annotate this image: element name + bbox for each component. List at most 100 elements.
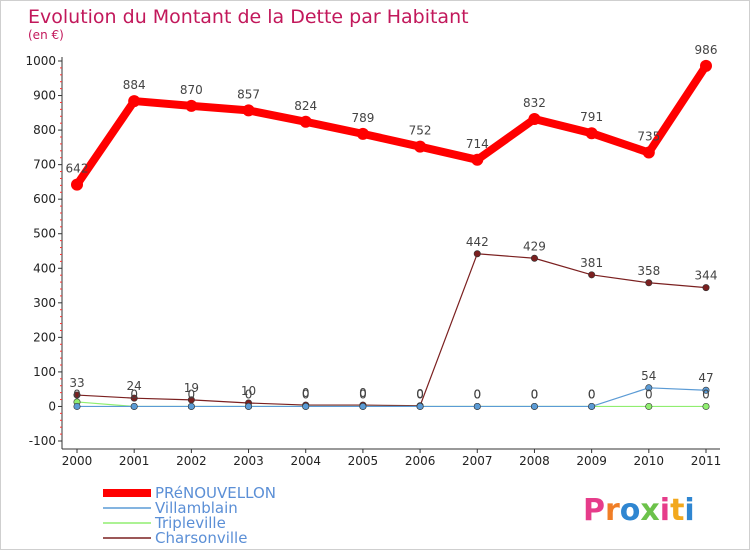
chart-subtitle: (en €)	[28, 28, 64, 42]
legend-label: Tripleville	[154, 514, 226, 532]
data-point	[585, 127, 598, 140]
data-label: 0	[588, 387, 596, 401]
data-label: 0	[245, 387, 253, 401]
data-label: 0	[645, 387, 653, 401]
data-point	[414, 140, 427, 153]
data-point	[645, 402, 653, 410]
data-label: 0	[73, 387, 81, 401]
y-tick-label: 800	[33, 123, 56, 137]
data-label: 0	[702, 387, 710, 401]
series-line-villamblain	[76, 387, 707, 408]
data-label: 642	[66, 162, 89, 176]
y-tick-label: 300	[33, 296, 56, 310]
data-point	[528, 113, 541, 126]
y-tick-label: 900	[33, 89, 56, 103]
data-label: 24	[127, 379, 142, 393]
y-tick-label: 0	[48, 399, 56, 413]
data-point	[245, 402, 253, 410]
data-label: 19	[184, 381, 199, 395]
data-label: 47	[698, 371, 713, 385]
y-tick-label: 200	[33, 330, 56, 344]
data-point	[473, 402, 481, 410]
series-layer	[71, 59, 712, 410]
y-tick-label: 700	[33, 158, 56, 172]
y-tick-label: 500	[33, 227, 56, 241]
data-label: 791	[580, 110, 603, 124]
data-point	[530, 402, 538, 410]
x-tick-label: 2008	[519, 454, 550, 468]
data-label: 789	[351, 111, 374, 125]
data-label: 832	[523, 96, 546, 110]
x-tick-label: 2005	[348, 454, 379, 468]
data-label: 824	[294, 99, 317, 113]
data-label: 344	[695, 269, 718, 283]
data-label: 33	[69, 376, 84, 390]
data-label: 358	[637, 264, 660, 278]
data-point	[588, 271, 596, 279]
data-label: 0	[416, 387, 424, 401]
data-label: 54	[641, 369, 656, 383]
data-point	[702, 402, 710, 410]
data-point	[302, 402, 310, 410]
data-label: 442	[466, 235, 489, 249]
series-line-charsonville	[76, 253, 707, 407]
data-label: 0	[359, 386, 367, 400]
data-point	[128, 95, 141, 108]
data-label: 986	[695, 43, 718, 57]
data-point	[185, 99, 198, 112]
data-point	[471, 153, 484, 166]
y-tick-label: 600	[33, 192, 56, 206]
data-point	[645, 279, 653, 287]
data-label: 0	[473, 387, 481, 401]
data-label: 884	[123, 78, 146, 92]
data-label: 0	[302, 387, 310, 401]
data-label: 714	[466, 137, 489, 151]
y-tick-label: 100	[33, 365, 56, 379]
y-tick-label: -100	[29, 434, 56, 448]
data-point	[73, 391, 81, 399]
data-point	[588, 402, 596, 410]
data-labels: 642 884 870 857 824 789 752 714 832 791 735 986 0 0 0 0…	[66, 43, 718, 402]
data-label: 381	[580, 256, 603, 270]
x-tick-label: 2004	[290, 454, 321, 468]
x-tick-label: 2009	[576, 454, 607, 468]
data-label: 429	[523, 239, 546, 253]
data-label: 0	[531, 387, 539, 401]
data-label: 0	[188, 387, 196, 401]
x-tick-label: 2010	[634, 454, 665, 468]
x-tick-label: 2011	[691, 454, 722, 468]
data-point	[642, 146, 655, 159]
data-point	[187, 402, 195, 410]
data-point	[702, 284, 710, 292]
legend-label: Charsonville	[155, 529, 247, 547]
x-tick-label: 2002	[176, 454, 207, 468]
x-tick-label: 2003	[233, 454, 264, 468]
data-point	[473, 250, 481, 258]
data-label: 0	[473, 387, 481, 401]
data-label: 0	[416, 387, 424, 401]
data-point	[242, 104, 255, 117]
data-label: 870	[180, 83, 203, 97]
data-point	[359, 402, 367, 410]
data-label: 735	[637, 130, 660, 144]
data-label: 0	[588, 387, 596, 401]
series-line-prénouvellon	[73, 61, 710, 189]
x-tick-label: 2001	[119, 454, 150, 468]
data-point	[530, 254, 538, 262]
data-point	[645, 384, 653, 392]
data-point	[702, 386, 710, 394]
legend-label: Villamblain	[155, 499, 238, 517]
data-label: 0	[302, 386, 310, 400]
x-tick-label: 2006	[405, 454, 436, 468]
x-tick-label: 2007	[462, 454, 493, 468]
data-point	[73, 402, 81, 410]
data-point	[299, 115, 312, 128]
proxiti-logo: Proxiti	[583, 493, 695, 528]
axes: -100010020030040050060070080090010002000…	[25, 54, 721, 468]
data-point	[130, 394, 138, 402]
data-label: 0	[531, 387, 539, 401]
data-label: 10	[241, 384, 256, 398]
data-label: 857	[237, 87, 260, 101]
